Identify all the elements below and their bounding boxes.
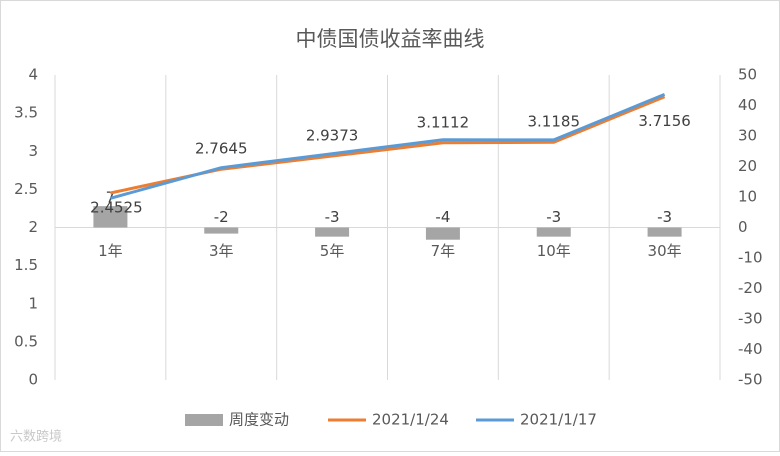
- x-tick-label: 1年: [98, 242, 123, 260]
- x-tick-label: 30年: [648, 242, 682, 260]
- legend-label: 2021/1/24: [372, 411, 449, 429]
- legend-label: 2021/1/17: [520, 411, 597, 429]
- data-label: 2.7645: [195, 140, 248, 158]
- y2-tick-label: 10: [738, 188, 757, 206]
- y-tick-label: 0: [28, 371, 38, 389]
- y-tick-label: 0.5: [14, 332, 38, 350]
- x-tick-label: 5年: [320, 242, 345, 260]
- line: [110, 93, 666, 200]
- y-tick-label: 3: [28, 142, 38, 160]
- x-tick-label: 3年: [209, 242, 234, 260]
- y2-tick-label: -30: [738, 310, 763, 328]
- x-tick-label: 7年: [431, 242, 456, 260]
- data-label: 3.1112: [417, 113, 470, 131]
- legend-label: 周度变动: [229, 411, 289, 429]
- chart-title: 中债国债收益率曲线: [296, 27, 485, 51]
- bar: [204, 227, 239, 234]
- bar: [425, 227, 460, 240]
- x-tick-label: 10年: [537, 242, 571, 260]
- y2-tick-label: 30: [738, 127, 757, 145]
- y2-tick-label: -20: [738, 279, 763, 297]
- bar-label: -3: [546, 208, 561, 226]
- bar-label: -3: [325, 208, 340, 226]
- bar: [647, 227, 682, 237]
- y2-tick-label: 0: [738, 218, 748, 236]
- bar: [315, 227, 350, 237]
- watermark: 六数跨境: [10, 430, 62, 445]
- y-tick-label: 3.5: [14, 104, 38, 122]
- bar-label: -4: [435, 208, 450, 226]
- data-label: 2.9373: [306, 127, 359, 145]
- y-tick-label: 4: [28, 66, 38, 84]
- y-tick-label: 1.5: [14, 256, 38, 274]
- y2-tick-label: -40: [738, 340, 763, 358]
- bar-label: -3: [657, 208, 672, 226]
- y-tick-label: 2.5: [14, 180, 38, 198]
- y2-tick-label: 20: [738, 157, 757, 175]
- legend-swatch: [185, 414, 223, 426]
- data-label: 3.7156: [638, 112, 691, 130]
- y2-tick-label: 50: [738, 66, 757, 84]
- y2-tick-label: -10: [738, 249, 763, 267]
- bar-label: -2: [214, 208, 229, 226]
- bar: [93, 206, 128, 228]
- y2-tick-label: 40: [738, 96, 757, 114]
- y-tick-label: 1: [28, 294, 38, 312]
- y-tick-label: 2: [28, 218, 38, 236]
- data-label: 2.4525: [90, 198, 143, 216]
- bar: [536, 227, 571, 237]
- data-label: 3.1185: [528, 113, 581, 131]
- y2-tick-label: -50: [738, 371, 763, 389]
